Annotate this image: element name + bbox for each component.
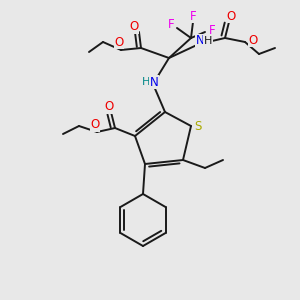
Text: F: F: [168, 17, 174, 31]
Text: N: N: [150, 76, 158, 88]
Text: F: F: [209, 23, 215, 37]
Text: N: N: [196, 34, 204, 47]
Text: O: O: [90, 118, 100, 131]
Text: H: H: [142, 77, 150, 87]
Text: O: O: [226, 10, 236, 22]
Text: O: O: [104, 100, 114, 113]
Text: O: O: [129, 20, 139, 34]
Text: F: F: [190, 10, 196, 22]
Text: H: H: [204, 36, 212, 46]
Text: O: O: [114, 35, 124, 49]
Text: S: S: [194, 119, 202, 133]
Text: O: O: [248, 34, 258, 46]
